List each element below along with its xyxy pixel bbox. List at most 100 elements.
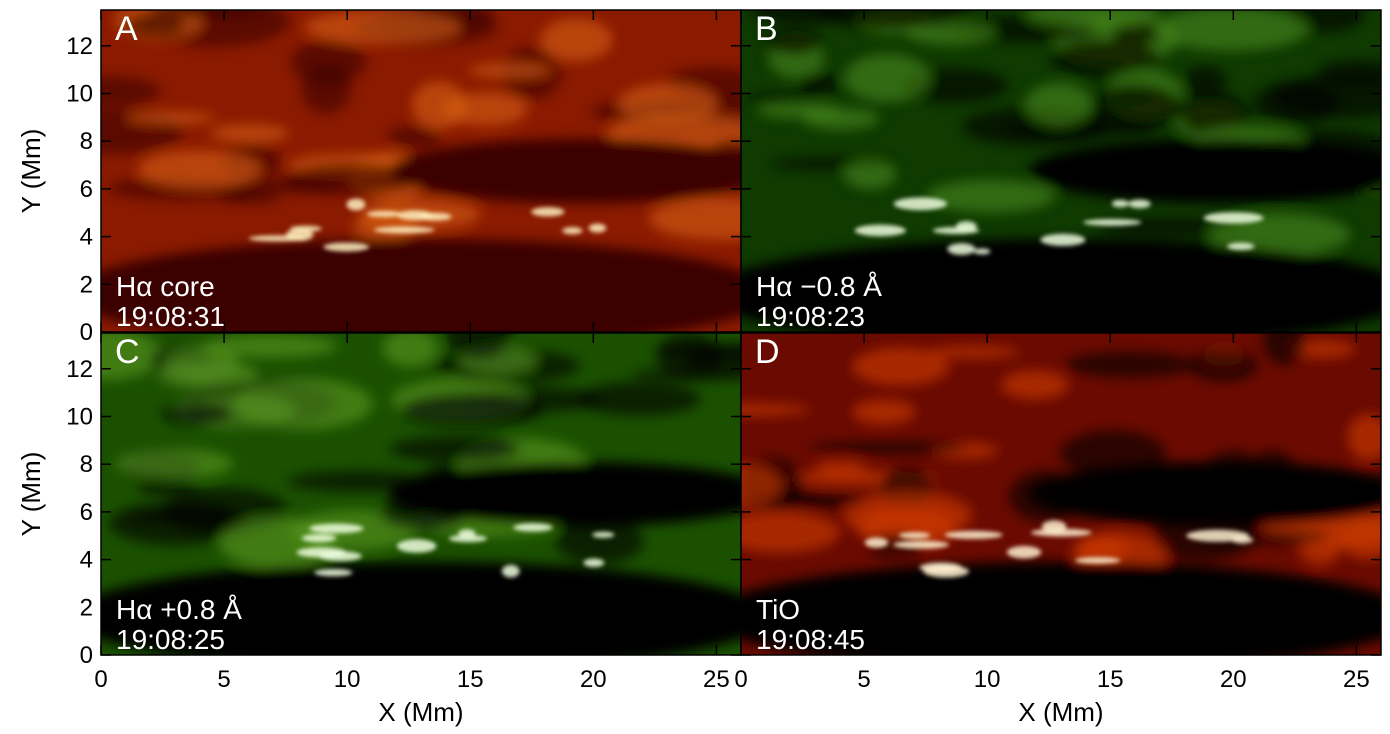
bright [248, 198, 607, 252]
texture-blob [1183, 66, 1227, 99]
y-tick-label: 6 [80, 499, 93, 526]
texture-blob [1001, 370, 1069, 400]
bright-blob [1083, 218, 1142, 226]
texture-blob [148, 10, 264, 18]
texture-blob [1317, 59, 1381, 85]
umbra [389, 138, 741, 204]
y-tick-label: 2 [80, 271, 93, 298]
x-tick-label: 0 [94, 666, 107, 693]
texture-blob [576, 382, 701, 416]
x-axis-label: X (Mm) [378, 697, 463, 727]
texture-blob [1025, 82, 1093, 127]
texture-blob [618, 83, 718, 124]
texture-blob [387, 125, 442, 148]
texture-blob [137, 480, 199, 496]
x-tick-label: 15 [457, 666, 484, 693]
texture-blob [1188, 349, 1258, 382]
texture-blob [1050, 39, 1161, 78]
solar-image [741, 333, 1381, 655]
umbra [1029, 461, 1381, 527]
texture-blob [630, 368, 741, 382]
x-tick-label: 20 [580, 666, 607, 693]
y-tick-label: 4 [80, 547, 93, 574]
texture-blob [116, 448, 234, 479]
texture-blob [445, 333, 513, 359]
bright-blob [1203, 212, 1264, 224]
x-tick-label: 5 [217, 666, 230, 693]
bright-blob [314, 568, 353, 577]
bright-blob [592, 531, 615, 538]
texture-blob [411, 81, 467, 129]
y-tick-label: 6 [80, 176, 93, 203]
bright-blob [531, 207, 565, 217]
bright [854, 197, 1264, 255]
y-tick-label: 12 [66, 33, 93, 60]
y-tick-label: 8 [80, 128, 93, 155]
x-axis-label: X (Mm) [1018, 697, 1103, 727]
y-tick-label: 10 [66, 403, 93, 430]
x-tick-label: 15 [1097, 666, 1124, 693]
texture-blob [852, 347, 950, 386]
texture-blob [764, 29, 823, 56]
panel-time: 19:08:23 [756, 301, 865, 332]
texture-blob [382, 333, 438, 367]
texture [741, 10, 1381, 332]
bright-blob [956, 221, 977, 232]
umbra [741, 561, 1381, 655]
y-tick-label: 0 [80, 319, 93, 346]
texture-blob [843, 159, 897, 190]
texture-blob [304, 10, 462, 45]
texture-blob [852, 399, 916, 425]
umbra [741, 238, 1381, 332]
panel-letter: B [755, 10, 778, 48]
bright-blob [944, 530, 1003, 540]
x-tick-label: 5 [857, 666, 870, 693]
texture-blob [741, 463, 782, 509]
y-tick-label: 10 [66, 80, 93, 107]
x-tick-label: 10 [334, 666, 361, 693]
texture-blob [1025, 10, 1160, 29]
frame [740, 9, 1382, 333]
y-axis-label: Y (Mm) [16, 129, 46, 214]
texture-blob [126, 511, 247, 524]
bright-blob [562, 227, 583, 235]
bright-blob [458, 529, 476, 537]
texture-blob [844, 53, 931, 103]
bright-blob [296, 547, 347, 558]
texture-blob [468, 62, 552, 78]
y-tick-label: 2 [80, 594, 93, 621]
bright-blob [1231, 536, 1254, 544]
panel-letter: C [115, 333, 140, 371]
y-tick-label: 4 [80, 224, 93, 251]
bright-blob [1006, 545, 1042, 559]
bright-blob [1041, 520, 1067, 533]
texture-blob [741, 403, 811, 417]
bright-blob [323, 242, 370, 252]
solar-image [741, 10, 1381, 332]
bright-blob [309, 523, 364, 534]
bright-blob [501, 564, 520, 578]
y-axis-label: Y (Mm) [16, 452, 46, 537]
bright-blob [448, 534, 488, 543]
texture-blob [203, 334, 338, 358]
texture-blob [756, 103, 843, 119]
bright-blob [396, 539, 437, 553]
bright-blob [898, 532, 931, 539]
texture-blob [929, 345, 1020, 359]
texture-blob [284, 163, 419, 196]
bright-blob [1128, 199, 1151, 209]
texture-blob [649, 197, 741, 240]
texture-blob [809, 441, 969, 455]
umbra [1029, 138, 1381, 204]
panel-letter: A [115, 10, 138, 48]
texture [101, 333, 741, 655]
panel-time: 19:08:31 [116, 301, 225, 332]
bright-blob [301, 534, 337, 543]
bright-blob [373, 226, 435, 234]
panel-time: 19:08:25 [116, 624, 225, 655]
texture-blob [217, 190, 279, 204]
texture-blob [843, 490, 973, 540]
bright-blob [1111, 199, 1129, 208]
solar-image [101, 10, 741, 332]
bright-blob [583, 558, 605, 567]
